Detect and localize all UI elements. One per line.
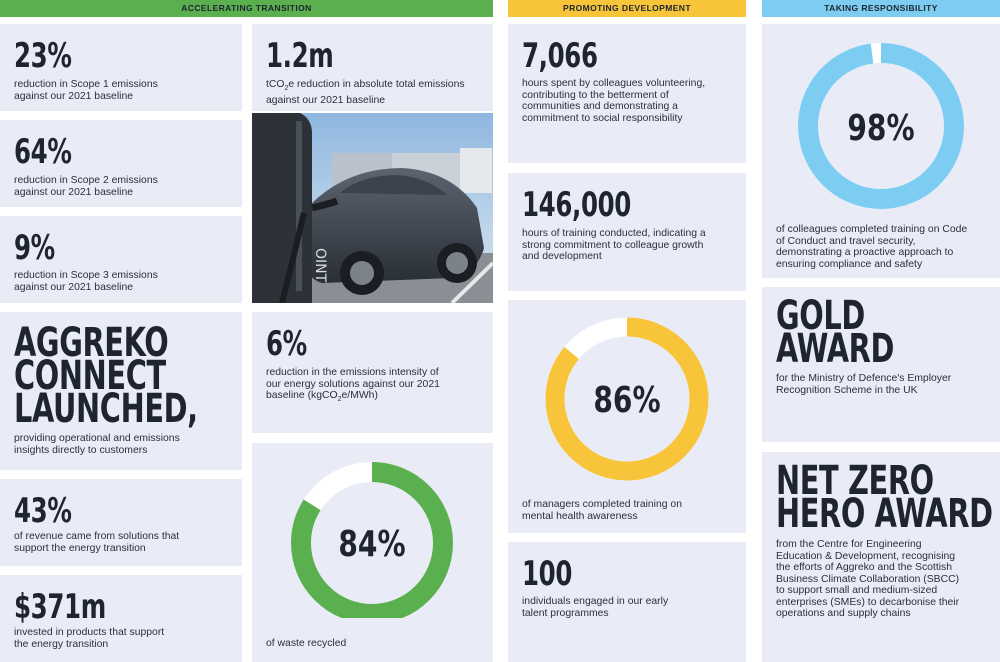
stat-description: of colleagues completed training on Code… — [776, 224, 968, 270]
managers-donut-chart: 86% — [545, 317, 709, 481]
stat-card-gold-award: GOLD AWARD for the Ministry of Defence's… — [762, 287, 1000, 442]
stat-card-emissions-intensity: 6% reduction in the emissions intensity … — [252, 312, 493, 433]
stat-description: individuals engaged in our early talent … — [522, 596, 669, 619]
stat-description: of managers completed training on mental… — [522, 499, 682, 522]
stat-value: 7,066 — [522, 36, 598, 76]
stat-value-line2: AWARD — [776, 326, 895, 372]
stat-description: reduction in Scope 1 emissions against o… — [14, 79, 158, 102]
stat-description: reduction in Scope 3 emissions against o… — [14, 270, 158, 293]
stat-value: 23% — [14, 36, 72, 76]
stat-description: reduction in Scope 2 emissions against o… — [14, 175, 158, 198]
header-accelerating-transition: ACCELERATING TRANSITION — [0, 0, 493, 17]
stat-card-volunteering: 7,066 hours spent by colleagues voluntee… — [508, 24, 746, 163]
stat-description: hours spent by colleagues volunteering, … — [522, 78, 706, 124]
stat-value: 1.2m — [266, 36, 334, 76]
stat-description: tCO2e reduction in absolute total emissi… — [266, 79, 486, 106]
stat-card-scope1: 23% reduction in Scope 1 emissions again… — [0, 24, 242, 111]
charger-text: OINT — [312, 248, 328, 283]
stat-description-sub: 2 — [337, 396, 342, 404]
stat-value: $371m — [14, 587, 106, 627]
stat-description: reduction in the emissions intensity of … — [266, 367, 446, 406]
stat-card-early-talent: 100 individuals engaged in our early tal… — [508, 542, 746, 662]
stat-description-sub: 2 — [284, 85, 289, 93]
stat-value-line2: CONNECT — [14, 353, 166, 399]
stat-card-net-zero-hero: NET ZERO HERO AWARD from the Centre for … — [762, 452, 1000, 662]
stat-card-waste-recycled: 84% of waste recycled — [252, 443, 493, 662]
stat-description: of waste recycled — [266, 638, 347, 649]
stat-description: providing operational and emissions insi… — [14, 433, 180, 456]
donut-progress-arc — [291, 462, 453, 618]
stat-description-post: e reduction in absolute total emissions … — [266, 79, 465, 106]
header-taking-responsibility: TAKING RESPONSIBILITY — [762, 0, 1000, 17]
stat-value-line1: NET ZERO — [776, 458, 934, 504]
stat-value: 100 — [522, 554, 573, 594]
stat-value-line1: GOLD — [776, 293, 865, 339]
donut-value-label: 84% — [338, 523, 405, 565]
donut-progress-arc — [798, 43, 964, 209]
stat-value-line1: AGGREKO — [14, 320, 169, 366]
stat-card-aggreko-connect: AGGREKO CONNECT LAUNCHED, providing oper… — [0, 312, 242, 470]
stat-card-absolute-reduction: 1.2m tCO2e reduction in absolute total e… — [252, 24, 493, 111]
stat-value-line3: LAUNCHED, — [14, 386, 198, 432]
stat-card-invested: $371m invested in products that support … — [0, 575, 242, 662]
stat-description: from the Centre for Engineering Educatio… — [776, 539, 960, 619]
stat-value: 43% — [14, 491, 72, 531]
ev-charging-illustration: OINT — [252, 113, 493, 303]
conduct-donut-chart: 98% — [798, 43, 964, 209]
stat-description-post: e/MWh) — [341, 390, 378, 401]
ev-charging-photo: OINT — [252, 113, 493, 303]
stat-card-revenue: 43% of revenue came from solutions that … — [0, 479, 242, 566]
stat-description-pre: tCO — [266, 79, 285, 90]
stat-description: hours of training conducted, indicating … — [522, 228, 706, 262]
stat-card-scope2: 64% reduction in Scope 2 emissions again… — [0, 120, 242, 207]
stat-value: 146,000 — [522, 185, 631, 225]
header-promoting-development: PROMOTING DEVELOPMENT — [508, 0, 746, 17]
donut-value-label: 98% — [847, 107, 914, 149]
stat-description: invested in products that support the en… — [14, 627, 165, 650]
stat-card-code-of-conduct: 98% of colleagues completed training on … — [762, 24, 1000, 278]
waste-donut-chart: 84% — [291, 462, 453, 618]
stat-description: of revenue came from solutions that supp… — [14, 531, 180, 554]
stat-card-training-hours: 146,000 hours of training conducted, ind… — [508, 173, 746, 291]
stat-card-managers-training: 86% of managers completed training on me… — [508, 300, 746, 533]
stat-description: for the Ministry of Defence's Employer R… — [776, 373, 952, 396]
donut-progress-arc — [545, 317, 709, 481]
donut-value-label: 86% — [593, 379, 660, 421]
stat-value-line2: HERO AWARD — [776, 491, 993, 537]
stat-value: 6% — [266, 324, 307, 364]
stat-value: 9% — [14, 228, 55, 268]
stat-card-scope3: 9% reduction in Scope 3 emissions agains… — [0, 216, 242, 303]
stat-value: 64% — [14, 132, 72, 172]
stat-description-pre: reduction in the emissions intensity of … — [266, 367, 440, 401]
